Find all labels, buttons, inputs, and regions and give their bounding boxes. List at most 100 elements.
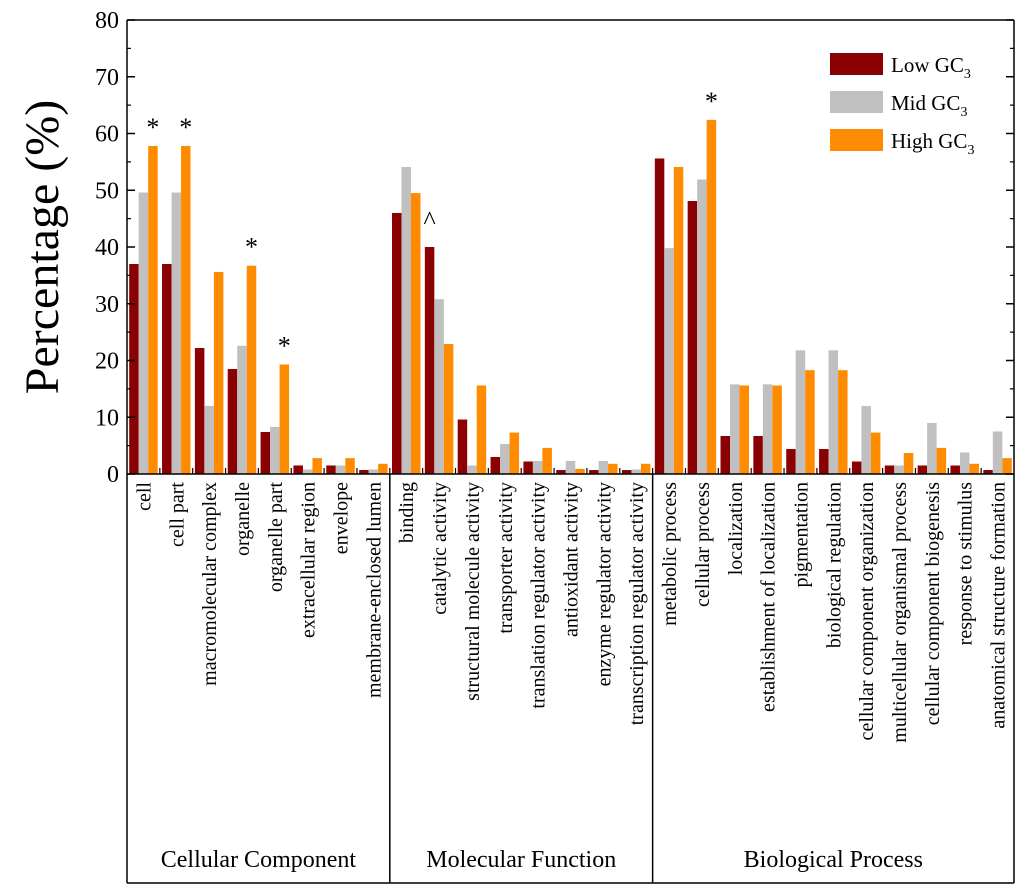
category-label: antioxidant activity [561,482,583,637]
bar [969,463,979,474]
bar [598,460,609,474]
bar [237,345,247,474]
significance-marker: * [146,113,159,142]
legend-label: Low GC3 [891,53,971,82]
y-tick-label: 20 [95,349,119,375]
bar [621,470,632,474]
bar [500,443,510,474]
bar [227,369,238,474]
bar [148,145,158,475]
bar [565,460,576,474]
category-label: anatomical structure formation [988,482,1010,729]
category-label: organelle [232,482,254,556]
bar [181,145,191,475]
bar [884,465,895,474]
y-tick-label: 50 [95,178,119,204]
category-label: multicellular organismal process [889,482,911,743]
category-label: translation regulator activity [528,482,550,709]
bar [720,435,731,474]
bar [950,465,960,474]
group-label: Biological Process [744,847,923,873]
bar [213,271,224,474]
legend-label: Mid GC3 [891,91,967,120]
y-tick-label: 60 [95,122,119,148]
bar [730,384,740,474]
legend-label-subscript: 3 [964,67,971,82]
legend-label: High GC3 [891,129,974,158]
bar [992,431,1003,474]
category-label: binding [396,482,418,543]
bar [410,193,421,474]
bar [279,364,290,474]
bar [556,470,566,474]
bar [838,370,848,474]
legend-swatch [830,53,883,75]
category-label: response to stimulus [955,482,977,646]
bar [861,405,871,474]
bar [293,465,303,474]
category-label: transcription regulator activity [626,482,648,725]
bar [786,449,796,474]
category-label: extracellular region [298,482,320,638]
bar [851,461,862,474]
bar [697,179,707,474]
legend-label-text: High GC [891,129,967,153]
category-label: localization [725,482,747,575]
category-label: structural molecule activity [462,482,484,701]
bar [434,299,444,474]
bar [608,463,618,474]
bar [443,344,454,474]
bar [368,469,379,474]
bar [640,463,651,474]
bar [345,458,355,474]
bar [401,166,411,475]
bar [312,458,322,474]
bar [903,453,914,474]
bar [302,469,313,474]
bar [870,432,881,474]
y-tick-label: 40 [95,235,119,261]
y-tick-label: 0 [107,462,119,488]
bar [936,447,947,474]
labels-layer: 0 10 20 30 40 50 60 70 80 Percentage (%) cell cell … [16,8,1010,873]
bars-layer [129,119,1012,475]
bar [664,248,674,474]
legend-label-subscript: 3 [960,105,967,120]
legend-swatch [830,129,883,151]
bar [706,119,717,474]
y-axis-title: Percentage (%) [16,100,69,395]
bar [204,405,214,474]
bar [828,350,839,474]
bar [138,192,149,474]
category-label: biological regulation [823,482,845,648]
bar [753,435,763,474]
bar [819,449,829,474]
bar [335,465,346,474]
significance-marker: ^ [423,206,435,235]
bar [194,348,205,474]
legend-swatch [830,91,883,113]
bar [270,426,280,474]
significance-marker: * [245,233,258,262]
bar [424,247,435,474]
bar [476,385,487,474]
bar [894,465,904,474]
bar [959,452,970,474]
category-label: macromolecular complex [199,482,221,686]
bar [983,470,993,474]
category-label: catalytic activity [429,482,451,615]
legend-label-text: Mid GC [891,91,960,115]
category-label: metabolic process [659,482,681,626]
bar [589,470,599,474]
category-label: cellular process [692,482,714,607]
group-label: Cellular Component [161,847,357,873]
y-tick-label: 70 [95,65,119,91]
category-label: cellular component organization [856,482,878,740]
bar [326,465,336,474]
bar [509,432,520,474]
bar [654,158,665,474]
significance-marker: * [278,332,291,361]
bar [575,468,585,474]
